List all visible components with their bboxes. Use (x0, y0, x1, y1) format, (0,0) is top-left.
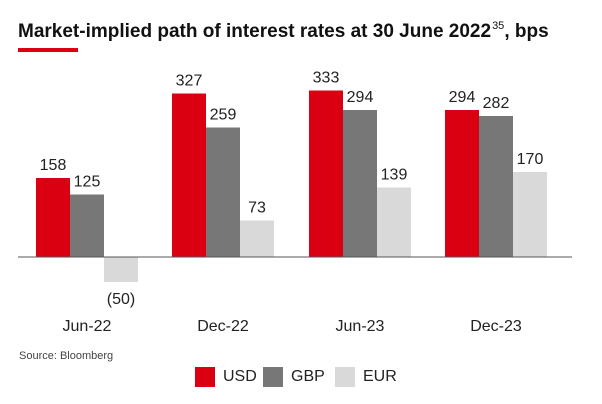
x-tick-label-jun-23: Jun-23 (336, 318, 385, 335)
x-tick-label-dec-23: Dec-23 (470, 318, 522, 335)
legend-item-eur: EUR (335, 366, 397, 388)
data-label-eur-jun-23: 139 (381, 167, 408, 184)
bar-usd-jun-23 (309, 90, 343, 257)
title-accent-bar (18, 48, 78, 52)
bar-usd-jun-22 (36, 178, 70, 257)
chart-title-suffix: , bps (504, 21, 549, 42)
bar-usd-dec-22 (172, 93, 206, 257)
x-tick-label-dec-22: Dec-22 (197, 318, 249, 335)
legend-item-usd: USD (195, 366, 257, 388)
bar-gbp-jun-23 (343, 110, 377, 257)
legend-swatch-gbp (263, 367, 283, 387)
chart-title-footnote: 35 (492, 20, 505, 32)
data-label-eur-jun-22: (50) (107, 291, 135, 308)
legend-label-usd: USD (223, 368, 257, 385)
data-label-gbp-dec-22: 259 (210, 107, 237, 124)
source-note: Source: Bloomberg (19, 350, 114, 362)
data-label-gbp-jun-23: 294 (347, 89, 374, 106)
data-label-usd-jun-22: 158 (40, 157, 67, 174)
legend-item-gbp: GBP (263, 366, 325, 388)
chart-legend: USD GBP EUR (0, 366, 602, 388)
data-label-eur-dec-22: 73 (248, 200, 266, 217)
bar-eur-jun-22 (104, 257, 138, 282)
bar-usd-dec-23 (445, 110, 479, 257)
data-label-usd-dec-23: 294 (449, 89, 476, 106)
chart-title: Market-implied path of interest rates at… (18, 20, 549, 43)
data-label-eur-dec-23: 170 (517, 151, 544, 168)
bar-gbp-jun-22 (70, 194, 104, 257)
chart-title-text: Market-implied path of interest rates at… (18, 21, 492, 42)
bar-eur-jun-23 (377, 187, 411, 257)
data-label-gbp-jun-22: 125 (74, 174, 101, 191)
data-label-usd-jun-23: 333 (313, 70, 340, 87)
x-tick-label-jun-22: Jun-22 (63, 318, 112, 335)
data-label-gbp-dec-23: 282 (483, 95, 510, 112)
bar-eur-dec-22 (240, 220, 274, 257)
legend-swatch-eur (335, 367, 355, 387)
bar-gbp-dec-23 (479, 116, 513, 257)
bar-gbp-dec-22 (206, 127, 240, 257)
legend-label-gbp: GBP (291, 368, 325, 385)
data-label-usd-dec-22: 327 (176, 73, 203, 90)
legend-label-eur: EUR (363, 368, 397, 385)
bar-eur-dec-23 (513, 172, 547, 257)
legend-swatch-usd (195, 367, 215, 387)
